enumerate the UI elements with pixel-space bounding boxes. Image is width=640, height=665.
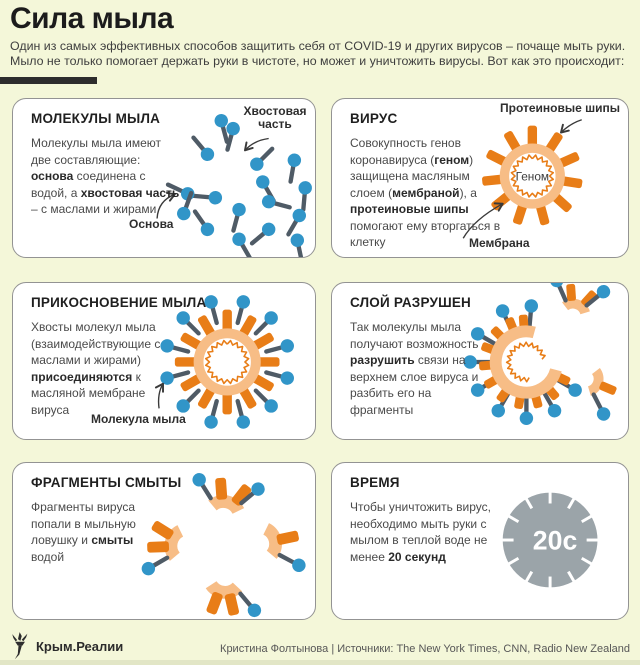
clock-ticks [501, 491, 599, 589]
card-fragments-washed: ФРАГМЕНТЫ СМЫТЫ Фрагменты вируса попали … [12, 462, 316, 620]
virus-genome-ring [204, 339, 250, 385]
footer-logo-text: Крым.Реалии [36, 638, 124, 654]
intro-text: Один из самых эффективных способов защит… [10, 39, 630, 69]
virus-inner [203, 338, 251, 386]
card-virus: Геном ВИРУС Совокупность генов коронавир… [331, 98, 629, 258]
panel-title-time: ВРЕМЯ [350, 475, 400, 490]
membrane-arrow [462, 202, 504, 239]
soap-touch-illustration [154, 283, 315, 439]
virus-fragment [581, 368, 617, 426]
card-layer-destroyed: СЛОЙ РАЗРУШЕН Так молекулы мыла получают… [331, 282, 629, 440]
panel-title-layer-destroyed: СЛОЙ РАЗРУШЕН [350, 295, 472, 310]
virus-inner [509, 152, 556, 200]
divider-bar [0, 77, 97, 84]
label-soap-molecule: Молекула мыла [91, 412, 186, 426]
clock-label: 20с [533, 525, 578, 555]
panel-body-soap-molecules: Молекулы мыла имеют две составляющие: ос… [31, 136, 180, 217]
label-tail-part: Хвостовая часть [243, 104, 307, 132]
virus-fragment [541, 283, 615, 315]
torch-icon [12, 632, 28, 660]
broken-membrane [489, 325, 562, 399]
virus-fragment [262, 523, 310, 580]
virus-fragment [185, 466, 269, 515]
soap-molecule-scatter [165, 113, 312, 257]
intro-line-2: Мыло не только помогает держать руки в ч… [10, 54, 625, 68]
label-protein-spikes: Протеиновые шипы [500, 101, 620, 115]
spikes-arrow [560, 119, 582, 134]
soap-molecules-illustration [156, 99, 315, 257]
label-membrane: Мембрана [469, 236, 530, 250]
panel-body-soap-touch: Хвосты молекул мыла (взаимодействующие с… [31, 320, 161, 417]
base-arrow [156, 191, 176, 219]
clock-icon [502, 492, 598, 588]
panel-title-soap-touch: ПРИКОСНОВЕНИЕ МЫЛА [31, 295, 207, 310]
virus-genome-ring [510, 154, 555, 198]
panel-body-fragments-washed: Фрагменты вируса попали в мыльную ловушк… [31, 500, 136, 564]
panel-body-virus: Совокупность генов коронавируса (геном) … [350, 136, 501, 250]
tail-arrow [244, 137, 269, 152]
bottom-strip [0, 660, 640, 665]
card-soap-touch: ПРИКОСНОВЕНИЕ МЫЛА Хвосты молекул мыла (… [12, 282, 316, 440]
layer-destroyed-illustration [332, 283, 617, 439]
virus-fragment [137, 520, 184, 582]
timer-illustration: 20с [501, 491, 599, 589]
panel-title-fragments-washed: ФРАГМЕНТЫ СМЫТЫ [31, 475, 182, 490]
panel-body-time: Чтобы уничтожить вирус, необходимо мыть … [350, 500, 491, 564]
card-soap-molecules: МОЛЕКУЛЫ МЫЛА Молекулы мыла имеют две со… [12, 98, 316, 258]
molecule-arrow [154, 382, 164, 409]
page-title: Сила мыла [10, 2, 174, 35]
label-genome: Геном [516, 169, 549, 183]
panel-body-layer-destroyed: Так молекулы мыла получают возможность р… [350, 320, 479, 417]
footer-logo: Крым.Реалии [8, 631, 123, 661]
fragments-illustration [13, 463, 315, 619]
virus-fragment [205, 580, 265, 619]
virus-spikes [174, 309, 280, 415]
panel-title-soap-molecules: МОЛЕКУЛЫ МЫЛА [31, 111, 161, 126]
broken-genome-ring [505, 341, 546, 383]
virus-illustration: Геном [462, 119, 583, 239]
credit-line: Кристина Фолтынова | Источники: The New … [220, 643, 630, 655]
intro-line-1: Один из самых эффективных способов защит… [10, 39, 626, 53]
virus-spikes [482, 125, 583, 226]
panel-title-virus: ВИРУС [350, 111, 398, 126]
label-base: Основа [129, 217, 174, 231]
card-time: 20с ВРЕМЯ Чтобы уничтожить вирус, необхо… [331, 462, 629, 620]
